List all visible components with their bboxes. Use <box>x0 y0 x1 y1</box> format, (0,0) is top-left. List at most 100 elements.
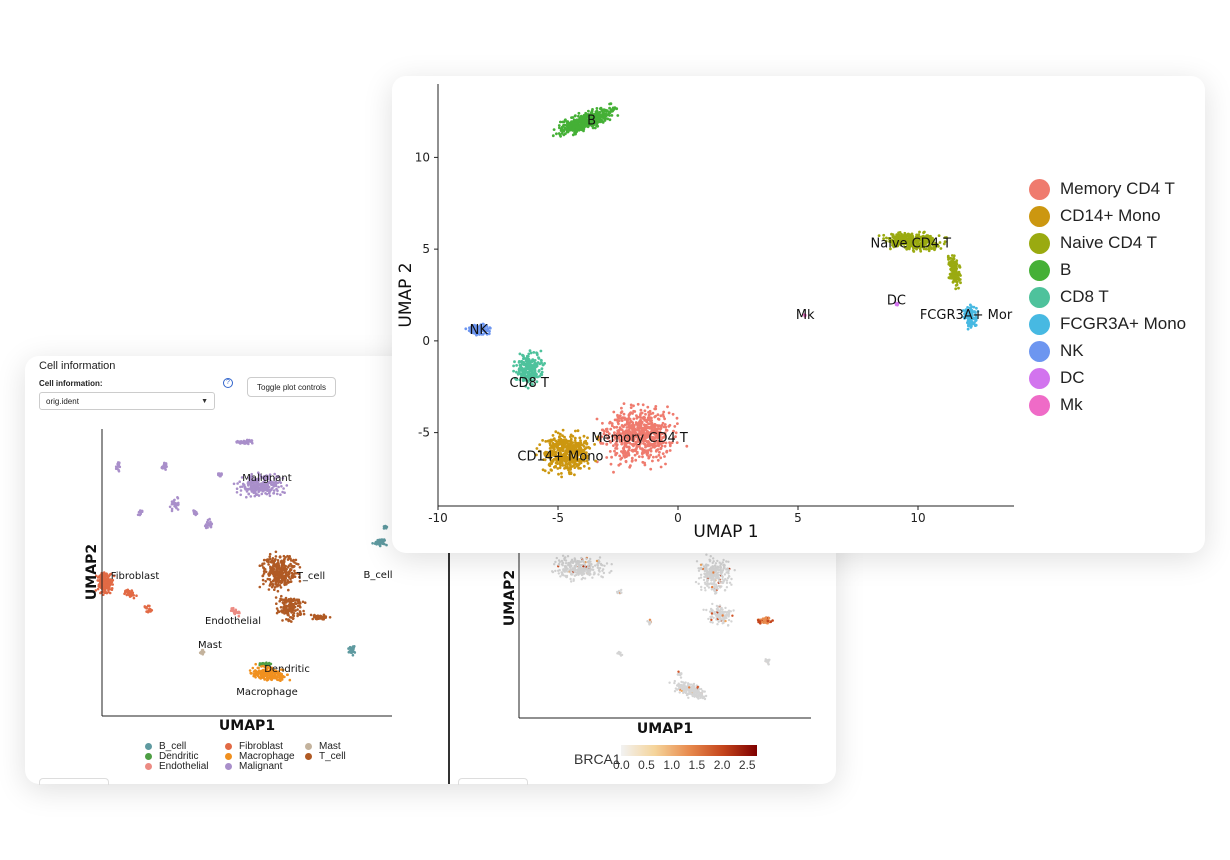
left-umap-point <box>259 483 262 487</box>
front-umap-point <box>633 453 637 457</box>
mid-umap-point <box>716 574 719 577</box>
left-umap-point <box>132 596 136 600</box>
left-umap-point <box>276 609 280 612</box>
left-umap-point <box>271 557 275 560</box>
left-umap-point <box>98 575 102 579</box>
front-umap-point <box>625 418 629 422</box>
left-umap-point <box>282 487 285 490</box>
left-umap-point <box>200 651 203 654</box>
front-umap-point <box>663 423 667 426</box>
mid-umap-point <box>705 553 708 556</box>
mid-umap-point <box>554 560 557 564</box>
front-umap-point <box>575 128 578 132</box>
front-umap-point <box>512 369 515 373</box>
cell-information-select[interactable]: orig.ident ▼ <box>39 392 215 410</box>
front-umap-point <box>476 326 479 330</box>
left-umap-point <box>298 566 302 569</box>
left-umap-point <box>168 505 172 509</box>
x-axis-label: UMAP1 <box>637 721 693 737</box>
front-umap-point <box>614 452 618 455</box>
mid-umap-point <box>572 578 575 581</box>
front-umap-point <box>549 456 552 460</box>
legend-entry-b-cell: B_cell <box>145 741 186 752</box>
left-umap-point <box>291 576 295 579</box>
mid-umap-point <box>673 681 676 685</box>
left-umap-point <box>285 618 288 621</box>
mid-umap-point <box>584 561 587 564</box>
mid-umap-point <box>723 589 727 592</box>
front-umap-point <box>657 424 660 428</box>
mid-umap-point <box>680 685 683 688</box>
front-umap-point <box>896 303 899 306</box>
front-umap-point <box>906 239 910 243</box>
front-umap-point <box>975 306 978 310</box>
left-umap-point <box>272 491 276 495</box>
mid-umap-point <box>715 573 718 576</box>
toggle-plot-controls-button[interactable]: Toggle plot controls <box>247 377 336 397</box>
mid-umap-point <box>678 686 681 689</box>
front-umap-point <box>573 131 576 135</box>
mid-umap-point <box>648 621 652 624</box>
front-umap-point <box>639 421 643 425</box>
front-umap-point <box>576 429 580 433</box>
left-umap-point <box>269 565 272 569</box>
left-umap-point <box>252 674 255 678</box>
left-umap-point <box>285 607 288 611</box>
front-umap-point <box>675 441 679 444</box>
left-umap-point <box>276 675 279 679</box>
mid-umap-point <box>677 682 680 685</box>
left-umap-point <box>108 591 112 595</box>
question-icon[interactable]: ? <box>223 378 233 388</box>
front-umap-point <box>972 305 976 309</box>
front-umap-point <box>661 421 665 425</box>
left-umap-point <box>276 492 279 496</box>
left-umap-point <box>239 485 242 489</box>
front-umap-point <box>591 126 595 130</box>
left-umap-point <box>268 494 272 498</box>
mid-umap-point <box>722 558 725 562</box>
legend-swatch <box>145 752 152 760</box>
left-umap-point <box>171 502 175 506</box>
left-umap-point <box>254 676 257 679</box>
left-umap-point <box>268 473 272 476</box>
left-umap-point <box>291 616 294 620</box>
front-umap-point <box>803 313 807 317</box>
front-umap-point <box>541 468 545 472</box>
left-umap-point <box>249 475 252 478</box>
front-umap-point <box>649 447 653 450</box>
mid-umap-point <box>603 564 606 567</box>
mid-umap-point <box>570 573 573 576</box>
left-umap-point <box>280 485 283 488</box>
mid-umap-point <box>733 569 736 572</box>
mid-umap-point <box>559 575 562 578</box>
front-umap-point <box>632 424 636 428</box>
mid-umap-point <box>569 561 572 565</box>
front-umap-point <box>632 404 635 408</box>
left-umap-point <box>243 442 247 445</box>
left-umap-point <box>286 554 289 558</box>
front-umap-point <box>617 431 621 435</box>
left-umap-point <box>204 523 208 526</box>
mid-umap-point <box>610 569 613 573</box>
left-umap-point <box>104 583 108 587</box>
front-umap-point <box>969 315 973 318</box>
left-umap-point <box>170 509 174 513</box>
left-umap-point <box>281 601 285 604</box>
front-umap-point <box>917 240 920 243</box>
mid-umap-point <box>680 680 683 684</box>
mid-umap-point <box>581 570 585 574</box>
left-umap-point <box>127 593 131 597</box>
front-umap-point <box>627 437 631 441</box>
mid-umap-point <box>573 558 577 561</box>
front-umap-point <box>529 351 533 355</box>
left-umap-point <box>237 614 241 618</box>
left-umap-point <box>285 604 288 608</box>
front-umap-point <box>637 455 641 458</box>
front-umap-point <box>946 256 950 259</box>
mid-umap-point <box>705 608 708 612</box>
left-umap-point <box>296 614 299 618</box>
y-axis-label: UMAP2 <box>84 544 100 600</box>
left-umap-point <box>262 572 266 575</box>
front-umap-point <box>601 120 605 123</box>
left-umap-point <box>253 480 256 484</box>
